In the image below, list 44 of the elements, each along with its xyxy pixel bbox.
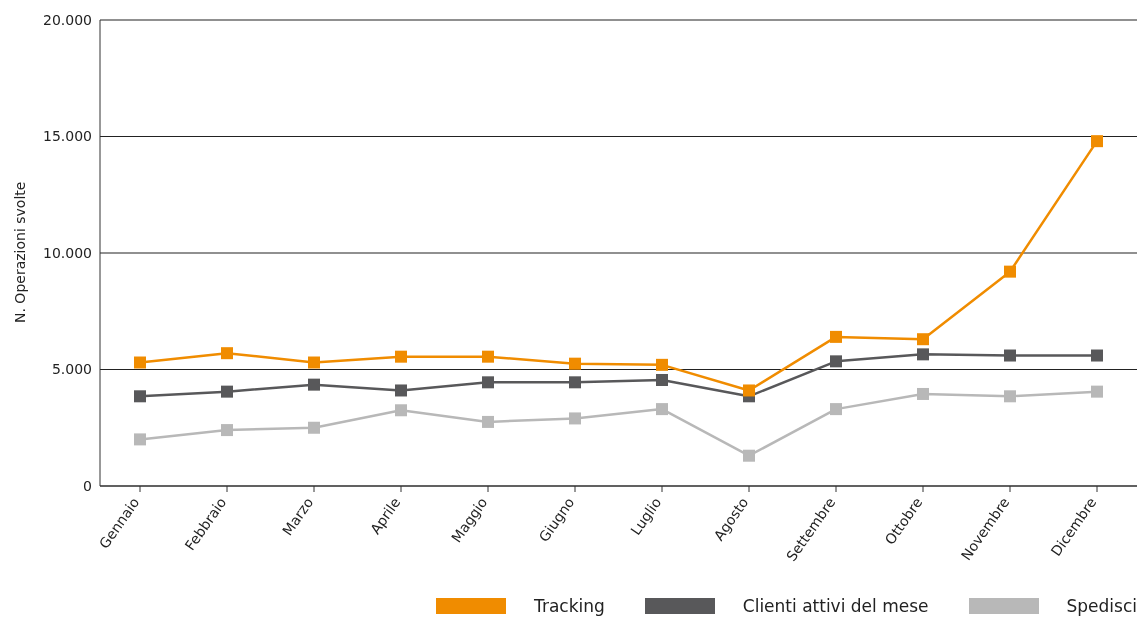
legend-label: Tracking [534, 596, 605, 616]
point [221, 424, 233, 437]
y-tick-label: 0 [83, 477, 92, 494]
point [134, 390, 146, 403]
point [830, 330, 842, 343]
point [656, 403, 668, 416]
point [308, 421, 320, 434]
point [482, 350, 494, 363]
point [743, 449, 755, 462]
y-tick-label: 15.000 [43, 128, 92, 145]
y-axis-title: N. Operazioni svolte [11, 181, 28, 323]
legend-label: Clienti attivi del mese [742, 596, 929, 616]
point [395, 404, 407, 417]
point [656, 358, 668, 371]
point [1004, 265, 1016, 278]
point [482, 415, 494, 428]
point [569, 357, 581, 370]
point [917, 348, 929, 361]
point [395, 350, 407, 363]
point [917, 387, 929, 400]
point [221, 347, 233, 360]
point [743, 384, 755, 397]
point [221, 385, 233, 398]
point [656, 373, 668, 386]
point [482, 376, 494, 389]
legend-label: Spedisci [1066, 596, 1137, 616]
point [308, 378, 320, 391]
y-tick-label: 10.000 [43, 244, 92, 261]
point [1091, 135, 1103, 148]
point [308, 356, 320, 369]
point [134, 356, 146, 369]
point [1091, 349, 1103, 362]
point [917, 333, 929, 346]
point [395, 384, 407, 397]
point [569, 376, 581, 389]
point [1004, 390, 1016, 403]
point [1004, 349, 1016, 362]
y-tick-label: 20.000 [43, 11, 92, 28]
point [830, 403, 842, 416]
point [830, 355, 842, 368]
y-tick-label: 5.000 [51, 361, 92, 378]
point [1091, 385, 1103, 398]
point [134, 433, 146, 446]
point [569, 412, 581, 425]
